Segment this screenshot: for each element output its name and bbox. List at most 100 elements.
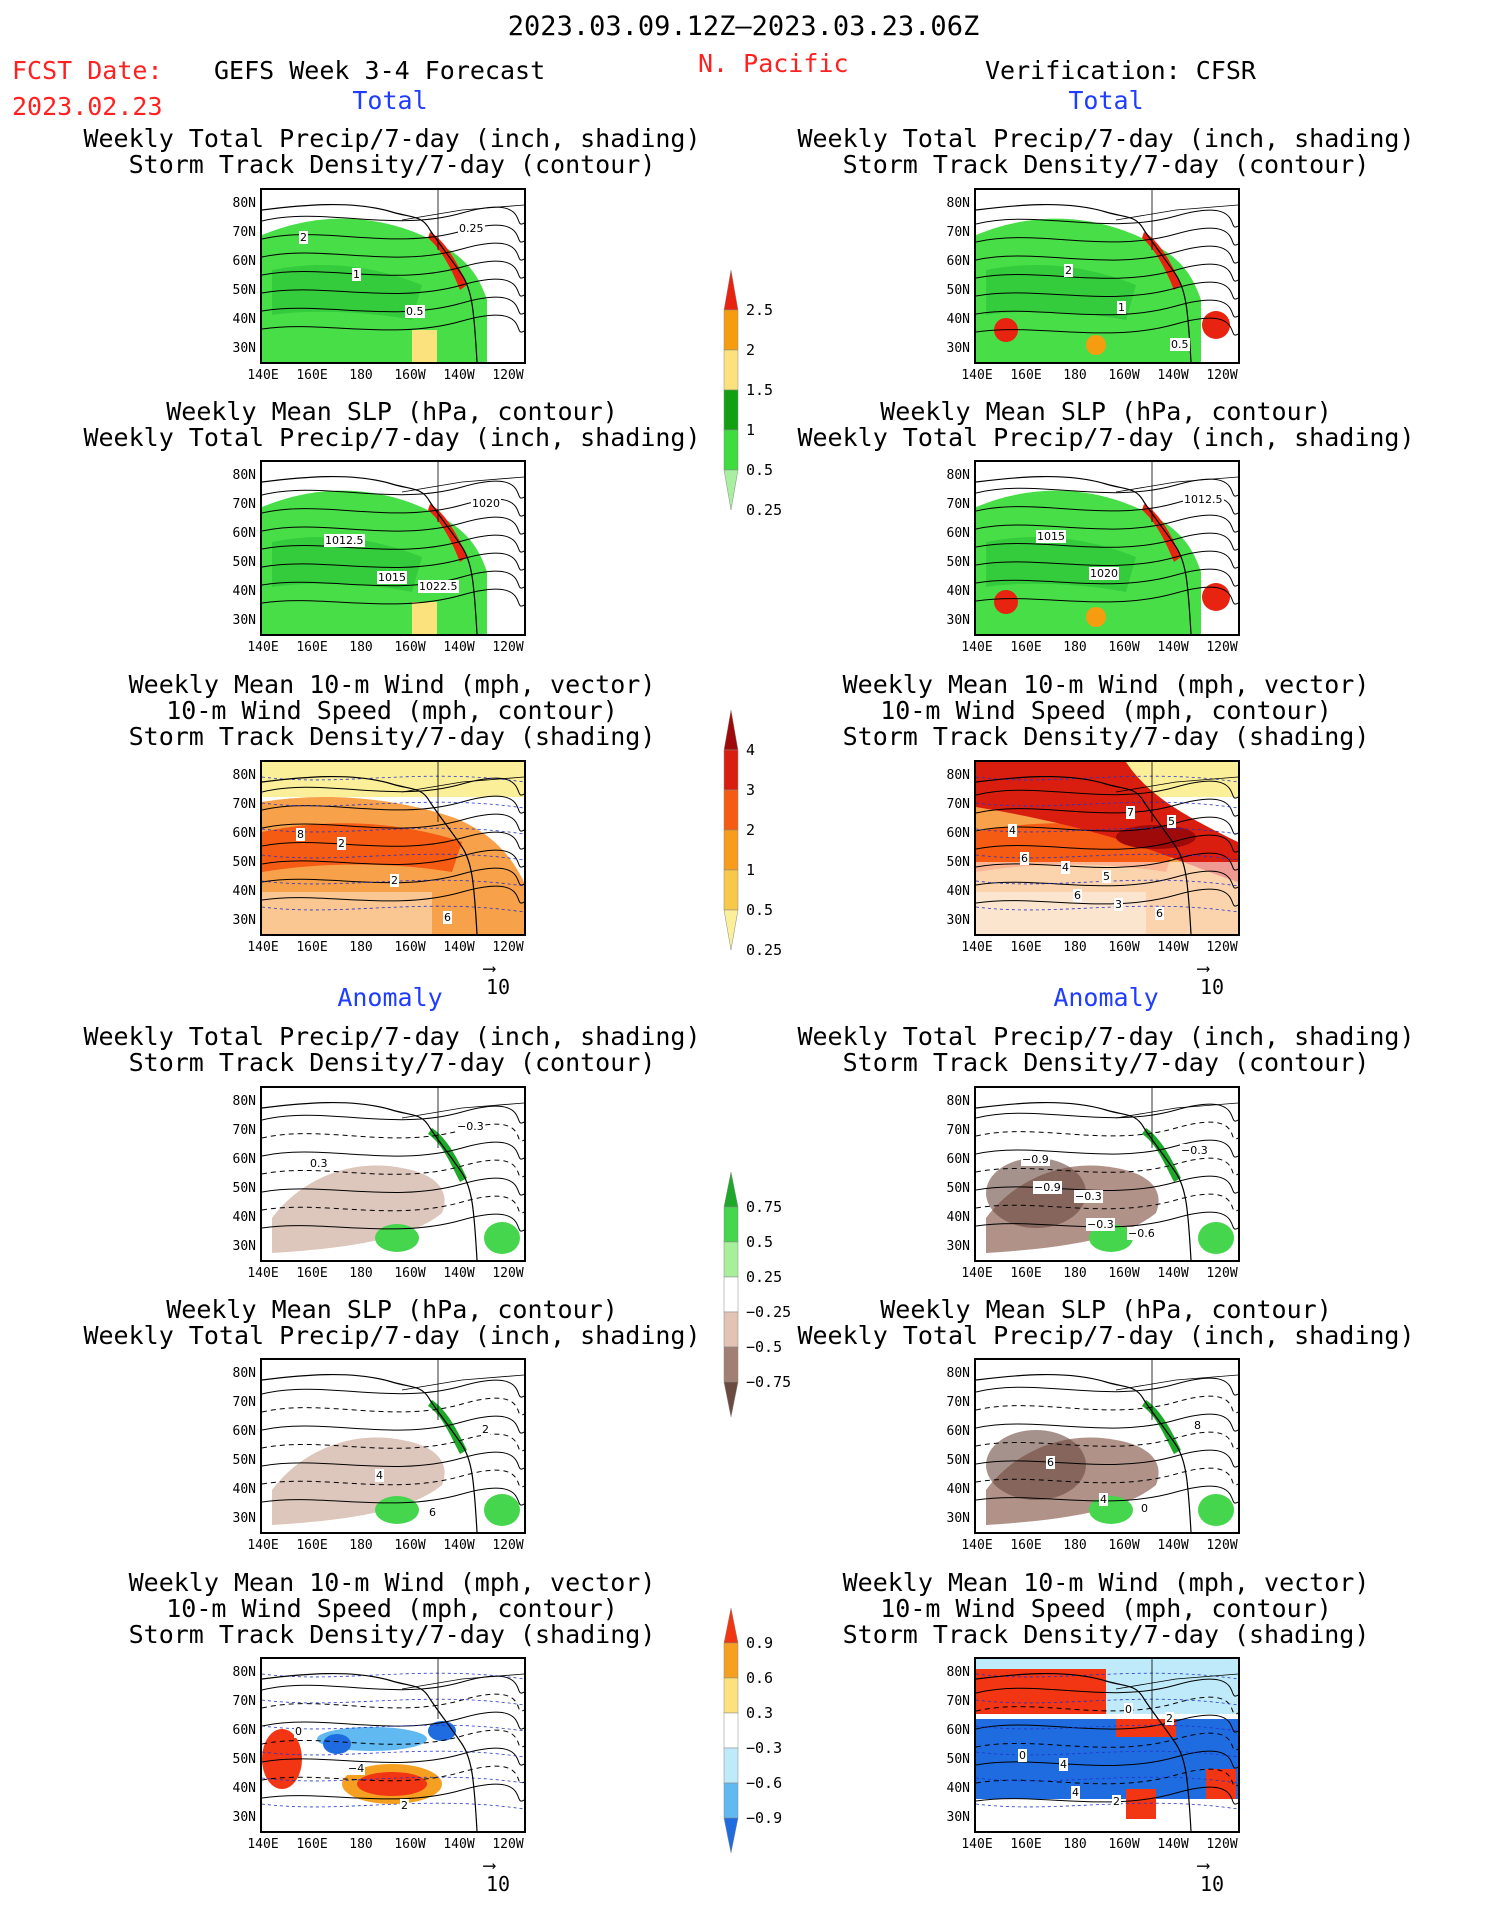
lat-label: 50N (232, 855, 256, 870)
panel-title-line: Storm Track Density/7-day (shading) (842, 722, 1370, 751)
lat-label: 70N (232, 225, 256, 240)
panel-title-line: Weekly Mean SLP (hPa, contour) (166, 1295, 618, 1324)
contour-label: 0 (1124, 1703, 1133, 1716)
lat-label: 60N (946, 1152, 970, 1167)
map-panel-ob-anom-precip[interactable]: −0.9 −0.3 −0.6 −0.3 −0.9 −0.3 (974, 1086, 1240, 1262)
lat-label: 60N (232, 826, 256, 841)
colorbar-label: 1 (746, 861, 756, 879)
map-panel-fc-anom-slp[interactable]: 4 6 2 (260, 1358, 526, 1534)
lat-label: 30N (946, 341, 970, 356)
contour-label: 6 (428, 1506, 437, 1519)
lon-label: 140E (961, 1837, 993, 1852)
lon-label: 160W (394, 1266, 426, 1281)
colorbar-label: 0.9 (746, 1634, 774, 1652)
panel-title-line: Storm Track Density/7-day (shading) (128, 722, 656, 751)
lat-label: 80N (232, 196, 256, 211)
lat-label: 80N (946, 768, 970, 783)
lat-label: 70N (946, 797, 970, 812)
lon-label: 120W (1206, 640, 1238, 655)
lat-label: 70N (232, 1123, 256, 1138)
panel-title-line: Weekly Total Precip/7-day (inch, shading… (797, 1022, 1415, 1051)
map-panel-fc-anom-wind[interactable]: 0 −4 2 (260, 1657, 526, 1833)
lon-label: 180 (1063, 640, 1087, 655)
contour-label: 1012.5 (1183, 493, 1224, 506)
contour-label: −0.3 (1180, 1144, 1209, 1157)
map-panel-ob-total-precip[interactable]: 2 1 0.5 (974, 188, 1240, 364)
contour-label: 1020 (471, 497, 501, 510)
reference-vector-label: 10 (1200, 975, 1225, 999)
reference-vector-arrow: ⟶ (1198, 1855, 1209, 1876)
panel-title-line: Weekly Mean SLP (hPa, contour) (166, 397, 618, 426)
contour-label: 1 (1117, 301, 1126, 314)
lon-label: 180 (1063, 1538, 1087, 1553)
lat-label: 40N (232, 884, 256, 899)
lat-label: 30N (946, 1239, 970, 1254)
map-panel-ob-total-slp[interactable]: 1012.5 1015 1020 (974, 460, 1240, 636)
contour-label: 2 (1165, 1712, 1174, 1725)
reference-vector-label: 10 (486, 1872, 511, 1896)
panel-title-line: 10-m Wind Speed (mph, contour) (166, 696, 618, 725)
lat-label: 70N (946, 225, 970, 240)
map-panel-ob-total-wind[interactable]: 5 6 4 4 3 5 6 6 7 (974, 760, 1240, 936)
lon-label: 140E (961, 940, 993, 955)
contour-label: 0.25 (458, 222, 485, 235)
map-panel-ob-anom-slp[interactable]: 0 8 6 4 (974, 1358, 1240, 1534)
lon-label: 140W (1157, 940, 1189, 955)
panel-title-line: Weekly Total Precip/7-day (inch, shading… (797, 423, 1415, 452)
colorbar-precip_total (722, 269, 740, 574)
contour-label: −0.9 (1021, 1153, 1050, 1166)
panel-title-line: 10-m Wind Speed (mph, contour) (166, 1594, 618, 1623)
lon-label: 140W (443, 640, 475, 655)
map-panel-fc-total-slp[interactable]: 1022.5 1020 1012.5 1015 (260, 460, 526, 636)
colorbar-label: −0.75 (746, 1373, 792, 1391)
colorbar-label: 1.5 (746, 381, 774, 399)
lon-label: 180 (349, 1837, 373, 1852)
contour-label: 6 (1073, 889, 1082, 902)
contour-label: 6 (1046, 1456, 1055, 1469)
contour-label: 5 (1167, 815, 1176, 828)
map-panel-fc-total-precip[interactable]: 2 1 0.5 0.25 (260, 188, 526, 364)
panel-title-line: Storm Track Density/7-day (contour) (128, 1048, 656, 1077)
lon-label: 160E (1010, 1837, 1042, 1852)
colorbar-label: −0.5 (746, 1338, 783, 1356)
lat-label: 70N (232, 797, 256, 812)
map-panel-fc-total-wind[interactable]: 2 2 6 8 (260, 760, 526, 936)
lon-label: 120W (1206, 1837, 1238, 1852)
reference-vector-arrow: ⟶ (484, 958, 495, 979)
lat-label: 50N (232, 1181, 256, 1196)
contour-label: 2 (481, 1423, 490, 1436)
contour-label: 4 (1008, 824, 1017, 837)
contour-label: 2 (1112, 1795, 1121, 1808)
contour-label: 6 (443, 911, 452, 924)
lon-label: 120W (492, 1538, 524, 1553)
lon-label: 140W (1157, 1266, 1189, 1281)
lon-label: 160W (1108, 1837, 1140, 1852)
fcst-date: 2023.02.23 (12, 92, 163, 121)
lon-label: 160W (1108, 640, 1140, 655)
lat-label: 60N (946, 826, 970, 841)
lon-label: 140E (247, 640, 279, 655)
lat-label: 30N (946, 1810, 970, 1825)
lat-label: 70N (232, 497, 256, 512)
lon-label: 180 (349, 1266, 373, 1281)
lat-label: 80N (946, 196, 970, 211)
lat-label: 40N (232, 1781, 256, 1796)
contour-label: −0.9 (1033, 1181, 1062, 1194)
lon-label: 140W (443, 368, 475, 383)
lat-label: 50N (946, 555, 970, 570)
colorbar-label: 0.25 (746, 1268, 783, 1286)
lon-label: 140E (247, 1837, 279, 1852)
lat-label: 30N (232, 1239, 256, 1254)
colorbar-label: −0.6 (746, 1774, 783, 1792)
lat-label: 50N (946, 1752, 970, 1767)
lon-label: 180 (349, 640, 373, 655)
colorbar-track_total (722, 709, 740, 1014)
lon-label: 120W (492, 940, 524, 955)
section-anomaly-right: Anomaly (1053, 983, 1159, 1012)
panel-title-line: Storm Track Density/7-day (contour) (128, 150, 656, 179)
lat-label: 30N (946, 913, 970, 928)
map-panel-fc-anom-precip[interactable]: −0.3 0.3 (260, 1086, 526, 1262)
map-panel-ob-anom-wind[interactable]: 4 2 2 0 4 0 (974, 1657, 1240, 1833)
contour-label: 0 (1018, 1749, 1027, 1762)
lat-label: 40N (946, 1210, 970, 1225)
